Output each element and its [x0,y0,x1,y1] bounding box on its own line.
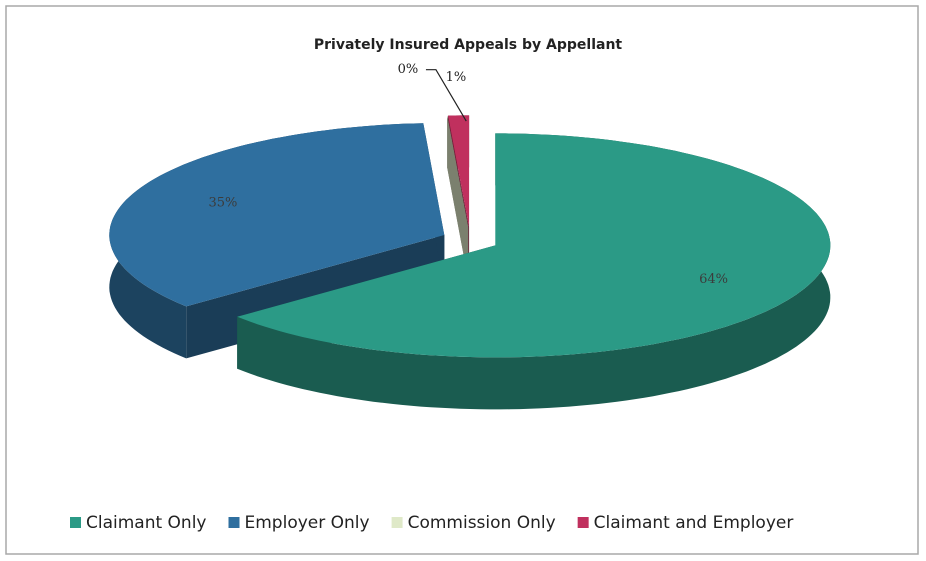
chart-title: Privately Insured Appeals by Appellant [314,37,623,53]
pie-slice [447,115,469,280]
data-label: 35% [208,195,237,210]
slice-top [109,123,445,307]
legend-swatch [577,517,589,528]
leader-line [425,69,467,122]
data-label: 0% [398,62,419,77]
slice-edge-wall [447,115,469,280]
data-label: 64% [699,272,728,287]
data-label: 1% [446,70,467,85]
slice-top [448,115,470,228]
legend-label: Claimant and Employer [594,513,794,533]
legend-label: Commission Only [408,513,556,533]
legend-label: Employer Only [245,513,370,533]
legend-swatch [391,517,403,528]
slice-top [237,133,831,358]
legend-swatch [228,517,240,528]
legend-swatch [70,517,81,528]
slice-top [447,115,469,228]
pie-slice [237,133,831,410]
legend-label: Claimant Only [86,513,207,533]
